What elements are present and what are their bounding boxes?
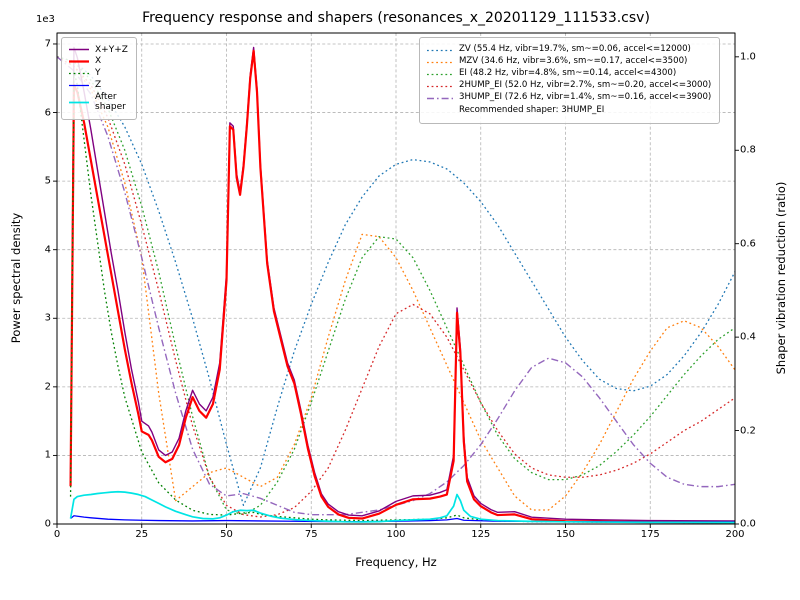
legend-entry-mzv: MZV (34.6 Hz, vibr=3.6%, sm~=0.17, accel…: [427, 56, 711, 67]
left-y-axis-label: Power spectral density: [9, 212, 23, 344]
legend-line-swatch: [427, 61, 453, 63]
right-y-tick-label: 1.0: [740, 51, 756, 63]
left-y-tick-label: 7: [44, 38, 51, 50]
legend-entry-3hump-ei: 3HUMP_EI (72.6 Hz, vibr=1.4%, sm~=0.16, …: [427, 93, 711, 103]
left-y-tick-label: 0: [44, 518, 51, 530]
x-tick-label: 75: [304, 529, 318, 540]
legend-label: Z: [95, 80, 102, 91]
x-tick-label: 100: [386, 529, 406, 540]
left-y-tick-label: 5: [44, 175, 51, 187]
legend-label: 2HUMP_EI (52.0 Hz, vibr=2.7%, sm~=0.20, …: [459, 80, 712, 91]
left-y-tick-label: 3: [44, 312, 51, 324]
legend-entry-ei: EI (48.2 Hz, vibr=4.8%, sm~=0.14, accel<…: [427, 68, 711, 79]
legend-entry-z: Z: [69, 80, 128, 90]
legend-label: X+Y+Z: [95, 44, 128, 55]
legend-line-swatch: [69, 84, 89, 86]
legend-entry-after-shaper: After shaper: [69, 92, 128, 113]
legend-label: EI (48.2 Hz, vibr=4.8%, sm~=0.14, accel<…: [459, 68, 677, 79]
right-y-tick-label: 0.6: [740, 238, 756, 250]
legend-line-swatch: [69, 72, 89, 75]
legend-line-swatch: [69, 60, 89, 63]
right-y-axis-label: Shaper vibration reduction (ratio): [774, 181, 788, 375]
legend-entry-2hump-ei: 2HUMP_EI (52.0 Hz, vibr=2.7%, sm~=0.20, …: [427, 80, 712, 91]
left-y-tick-label: 4: [44, 244, 51, 256]
legend-label: Y: [95, 68, 101, 79]
x-axis-label: Frequency, Hz: [355, 555, 437, 569]
legend-line-swatch: [69, 48, 89, 51]
legend-entry-x: X: [69, 56, 128, 66]
legend-entry-zv: ZV (55.4 Hz, vibr=19.7%, sm~=0.06, accel…: [427, 44, 711, 55]
legend-shapers: ZV (55.4 Hz, vibr=19.7%, sm~=0.06, accel…: [419, 37, 721, 124]
x-tick-label: 200: [725, 529, 745, 540]
x-tick-label: 50: [220, 529, 233, 540]
left-axis-scale-label: 1e3: [36, 14, 55, 25]
left-y-tick-label: 2: [44, 381, 51, 393]
legend-line-swatch: [427, 97, 453, 100]
legend-line-swatch: [427, 49, 453, 51]
legend-entry-x-y-z: X+Y+Z: [69, 45, 128, 55]
left-y-tick-label: 6: [44, 107, 51, 119]
legend-label: MZV (34.6 Hz, vibr=3.6%, sm~=0.17, accel…: [459, 56, 688, 67]
right-y-tick-label: 0.8: [740, 144, 756, 156]
legend-label: After shaper: [95, 91, 126, 113]
x-tick-label: 0: [53, 529, 61, 540]
legend-psd: X+Y+Z X Y Z After shaper: [61, 37, 137, 121]
left-y-tick-label: 1: [44, 449, 51, 461]
legend-recommended-shaper-note: Recommended shaper: 3HUMP_EI: [427, 104, 711, 116]
legend-line-swatch: [427, 73, 453, 75]
right-y-tick-label: 0.0: [740, 518, 756, 530]
x-tick-label: 175: [640, 529, 660, 540]
chart-title: Frequency response and shapers (resonanc…: [142, 10, 650, 26]
right-y-tick-label: 0.4: [740, 331, 756, 343]
legend-line-swatch: [427, 85, 453, 87]
legend-entry-y: Y: [69, 68, 128, 78]
legend-label: X: [95, 56, 102, 67]
right-y-tick-label: 0.2: [740, 425, 756, 437]
legend-label: ZV (55.4 Hz, vibr=19.7%, sm~=0.06, accel…: [459, 44, 691, 55]
x-tick-label: 125: [471, 529, 491, 540]
legend-note-text: Recommended shaper: 3HUMP_EI: [459, 104, 605, 115]
x-tick-label: 150: [555, 529, 576, 540]
legend-line-swatch: [69, 101, 89, 104]
x-tick-label: 25: [135, 529, 149, 540]
legend-label: 3HUMP_EI (72.6 Hz, vibr=1.4%, sm~=0.16, …: [459, 92, 712, 103]
